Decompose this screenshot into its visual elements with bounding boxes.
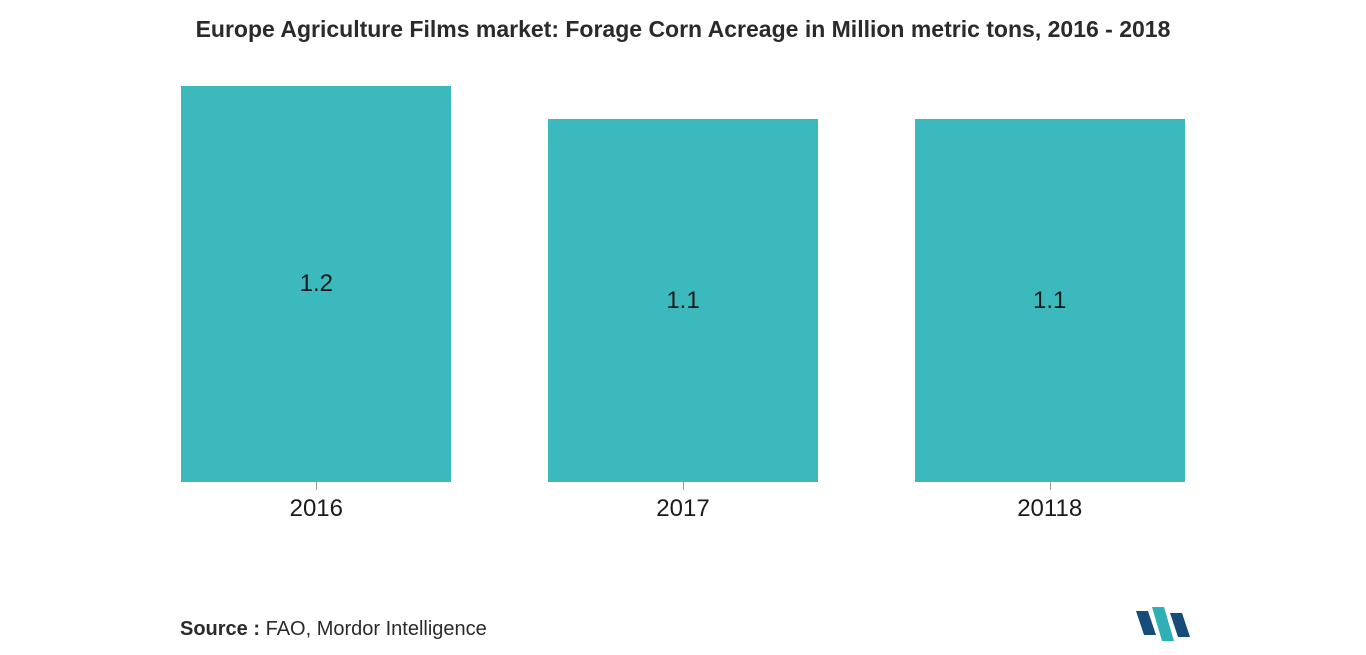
tick-1 [683, 482, 684, 490]
bar-1: 1.1 [548, 119, 818, 482]
x-axis-labels: 2016 2017 20118 [133, 495, 1233, 523]
x-label-1: 2017 [500, 495, 867, 523]
tick-0 [316, 482, 317, 490]
logo-bar-2 [1152, 607, 1174, 641]
bars-container: 1.2 1.1 1.1 [133, 53, 1233, 483]
source-label: Source : [180, 618, 260, 640]
bar-label-1: 1.1 [666, 287, 699, 315]
x-label-0: 2016 [133, 495, 500, 523]
bar-label-2: 1.1 [1033, 287, 1066, 315]
bar-label-0: 1.2 [300, 270, 333, 298]
logo-bar-3 [1170, 613, 1190, 637]
source-text: FAO, Mordor Intelligence [260, 618, 487, 640]
source-attribution: Source : FAO, Mordor Intelligence [180, 618, 487, 641]
bar-wrap-1: 1.1 [500, 53, 867, 482]
bar-wrap-0: 1.2 [133, 53, 500, 482]
x-label-2: 20118 [866, 495, 1233, 523]
bar-0: 1.2 [181, 86, 451, 482]
bar-wrap-2: 1.1 [866, 53, 1233, 482]
chart-title: Europe Agriculture Films market: Forage … [0, 0, 1366, 53]
logo-bar-1 [1136, 611, 1156, 635]
bar-2: 1.1 [915, 119, 1185, 482]
mordor-logo-icon [1134, 607, 1196, 643]
tick-2 [1050, 482, 1051, 490]
chart-area: 1.2 1.1 1.1 2016 2017 20118 [133, 53, 1233, 543]
